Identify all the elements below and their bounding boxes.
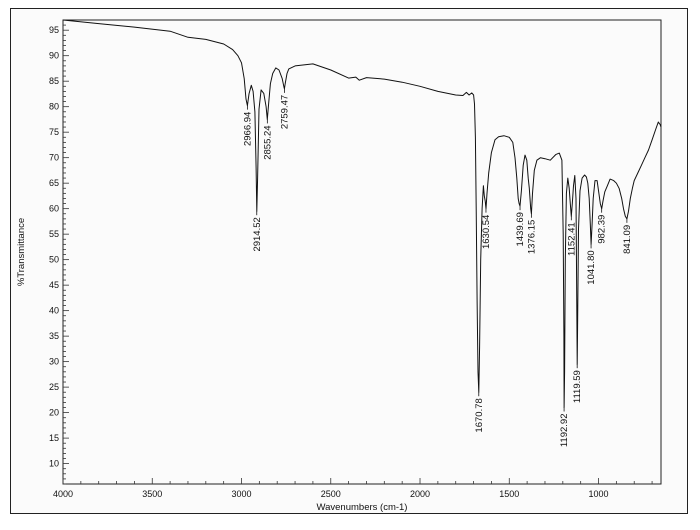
- peak-label: 1670.78: [474, 398, 485, 432]
- ticks-group: 10 15 20 25 30 35 40 45 50 55 60 65 70 75 80 85 90 95 4000…: [49, 19, 653, 499]
- peak-label: 1192.92: [559, 414, 570, 448]
- peak-label: 841.09: [622, 225, 633, 254]
- peak-label: 1630.54: [481, 215, 492, 249]
- x-tick-label: 2000: [410, 489, 430, 499]
- y-tick-label: 20: [49, 408, 59, 418]
- peak-label: 2966.94: [242, 112, 253, 146]
- y-tick-label: 35: [49, 331, 59, 341]
- x-tick-label: 4000: [53, 489, 73, 499]
- chart-frame: 10 15 20 25 30 35 40 45 50 55 60 65 70 75 80 85 90 95 4000…: [10, 8, 688, 514]
- peak-label: 2914.52: [252, 217, 263, 251]
- y-tick-label: 85: [49, 76, 59, 86]
- ir-spectrum-chart: 10 15 20 25 30 35 40 45 50 55 60 65 70 75 80 85 90 95 4000…: [16, 19, 662, 513]
- peak-label: 1439.69: [515, 212, 526, 246]
- plot-border: [62, 19, 662, 485]
- y-tick-label: 45: [49, 280, 59, 290]
- peak-label: 2759.47: [279, 95, 290, 129]
- peak-label: 982.39: [597, 215, 608, 244]
- y-tick-label: 70: [49, 153, 59, 163]
- x-tick-label: 2500: [321, 489, 341, 499]
- spectrum-line: [62, 19, 662, 408]
- y-tick-label: 15: [49, 433, 59, 443]
- x-tick-label: 3500: [142, 489, 162, 499]
- x-tick-label: 1000: [589, 489, 609, 499]
- series-group: [62, 19, 662, 408]
- peak-label: 1041.80: [586, 250, 597, 284]
- y-tick-label: 75: [49, 127, 59, 137]
- y-tick-label: 50: [49, 255, 59, 265]
- y-tick-label: 90: [49, 51, 59, 61]
- y-tick-label: 95: [49, 25, 59, 35]
- y-tick-label: 60: [49, 204, 59, 214]
- y-tick-label: 30: [49, 357, 59, 367]
- x-tick-label: 3000: [231, 489, 251, 499]
- y-tick-label: 65: [49, 178, 59, 188]
- y-tick-label: 80: [49, 102, 59, 112]
- y-tick-label: 40: [49, 306, 59, 316]
- axes-group: [62, 19, 662, 485]
- y-axis-label: %Transmittance: [16, 218, 27, 286]
- peak-label: 1119.59: [572, 370, 583, 403]
- y-tick-label: 10: [49, 459, 59, 469]
- y-tick-label: 25: [49, 382, 59, 392]
- peak-label: 2855.24: [262, 125, 273, 159]
- peak-labels-group: 2966.94 2914.52 2855.24 2759.47 1670.78 1630.…: [242, 88, 633, 448]
- peak-label: 1376.15: [526, 220, 537, 254]
- peak-label: 1152.41: [566, 222, 577, 256]
- y-tick-label: 55: [49, 229, 59, 239]
- x-tick-label: 1500: [499, 489, 519, 499]
- x-axis-label: Wavenumbers (cm-1): [317, 502, 408, 513]
